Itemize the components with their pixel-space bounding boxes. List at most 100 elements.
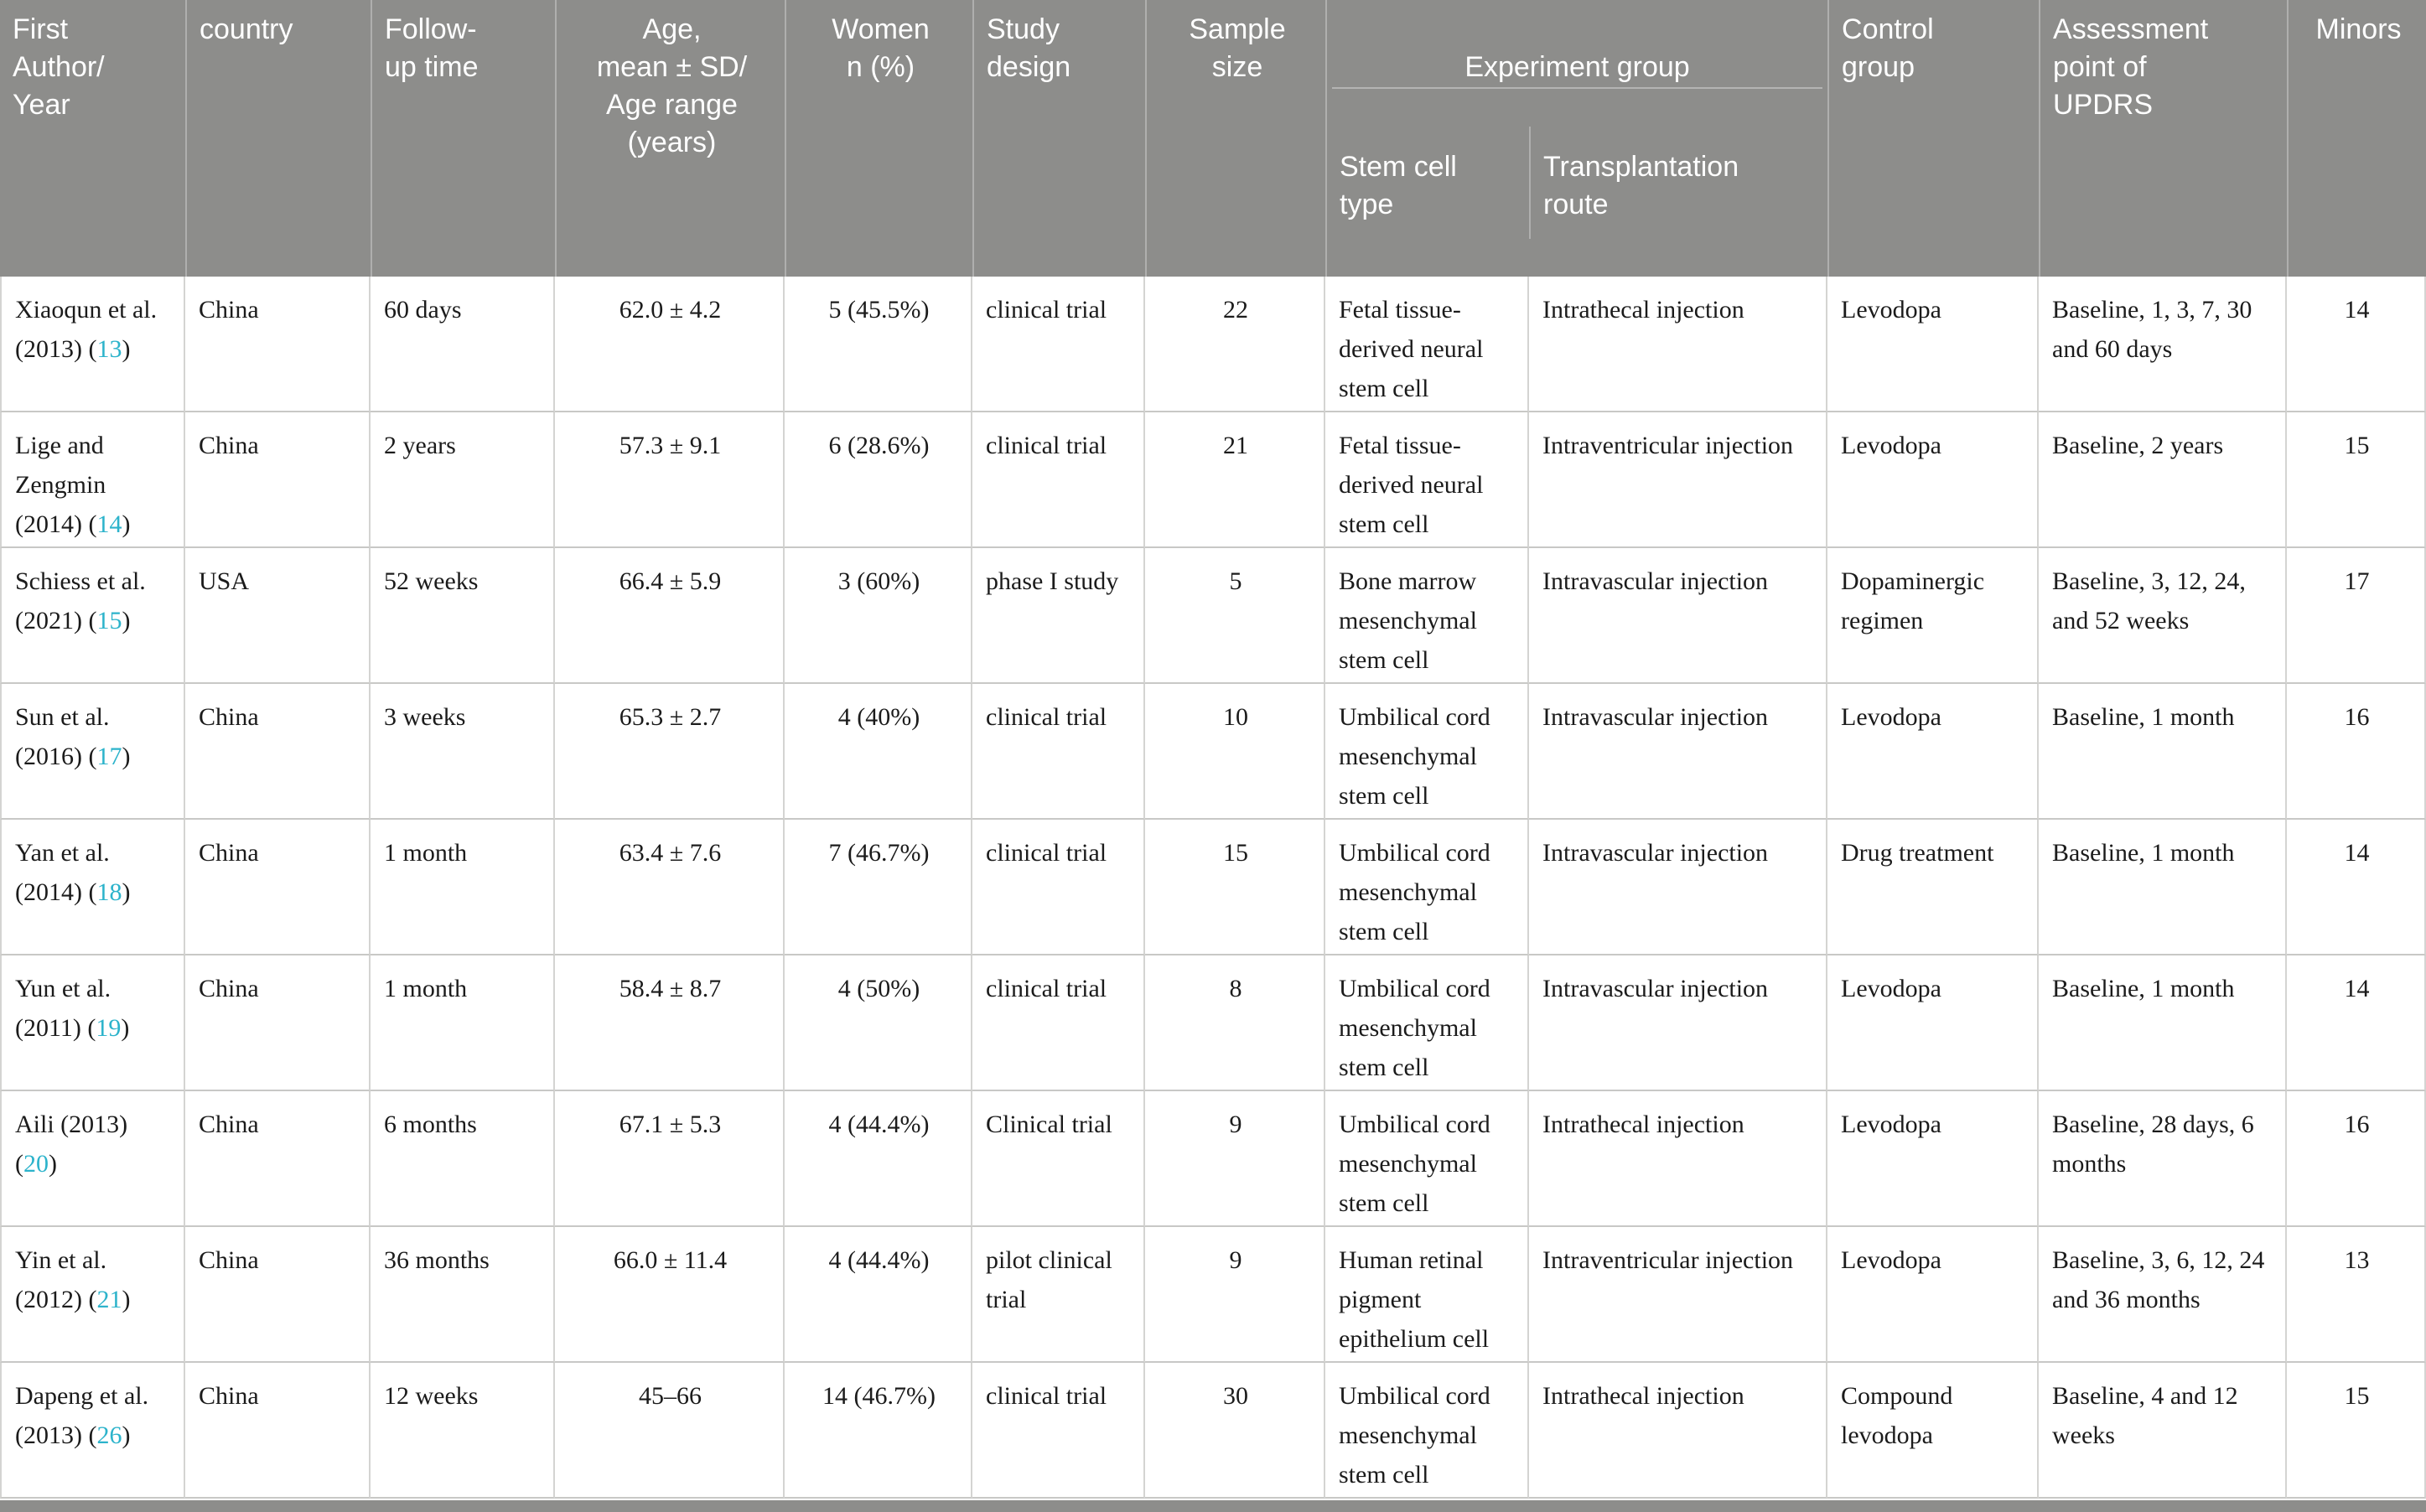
cell-control-group: Drug treatment: [1827, 820, 2040, 955]
cell-country: USA: [185, 548, 371, 684]
cell-country: China: [185, 1363, 371, 1499]
cell-age: 63.4 ± 7.6: [555, 820, 785, 955]
header-row: First Author/ Year country Follow- up ti…: [0, 0, 2426, 277]
cell-sample-size: 9: [1145, 1227, 1325, 1363]
cell-sample-size: 21: [1145, 412, 1325, 548]
cell-stem-cell-type: Umbilical cord mesenchymal stem cell: [1325, 684, 1529, 820]
cell-study-design: pilot clinical trial: [972, 1227, 1145, 1363]
cell-women: 4 (50%): [785, 955, 972, 1091]
cell-minors: 13: [2287, 1227, 2426, 1363]
cell-first-author: Lige and Zengmin (2014) (14): [0, 412, 185, 548]
cell-stem-cell-type: Umbilical cord mesenchymal stem cell: [1325, 1363, 1529, 1499]
cell-stem-cell-type: Human retinal pigment epithelium cell: [1325, 1227, 1529, 1363]
col-header-experiment-group: Experiment group Stem cell type Transpla…: [1325, 0, 1828, 277]
cell-follow-up: 1 month: [371, 955, 555, 1091]
cell-sample-size: 10: [1145, 684, 1325, 820]
cell-follow-up: 36 months: [371, 1227, 555, 1363]
citation-link[interactable]: 15: [96, 607, 122, 634]
cell-assessment: Baseline, 1 month: [2039, 684, 2288, 820]
cell-stem-cell-type: Umbilical cord mesenchymal stem cell: [1325, 820, 1529, 955]
cell-study-design: clinical trial: [972, 684, 1145, 820]
cell-follow-up: 1 month: [371, 820, 555, 955]
citation-link[interactable]: 18: [96, 878, 122, 906]
cell-assessment: Baseline, 1, 3, 7, 30 and 60 days: [2039, 277, 2288, 412]
ref-paren-close: ): [122, 607, 131, 634]
cell-study-design: phase I study: [972, 548, 1145, 684]
cell-transplantation-route: Intravascular injection: [1529, 684, 1828, 820]
cell-sample-size: 22: [1145, 277, 1325, 412]
cell-age: 57.3 ± 9.1: [555, 412, 785, 548]
cell-women: 4 (44.4%): [785, 1227, 972, 1363]
cell-sample-size: 9: [1145, 1091, 1325, 1227]
cell-control-group: Levodopa: [1827, 412, 2040, 548]
citation-link[interactable]: 14: [96, 510, 122, 538]
cell-country: China: [185, 684, 371, 820]
cell-control-group: Dopaminergic regimen: [1827, 548, 2040, 684]
cell-women: 5 (45.5%): [785, 277, 972, 412]
ref-paren-open: (: [80, 1014, 96, 1042]
cell-transplantation-route: Intravascular injection: [1529, 820, 1828, 955]
cell-stem-cell-type: Umbilical cord mesenchymal stem cell: [1325, 955, 1529, 1091]
author-text: Lige and Zengmin (2014): [15, 432, 106, 538]
cell-age: 62.0 ± 4.2: [555, 277, 785, 412]
author-text: Yin et al. (2012): [15, 1246, 107, 1313]
cell-age: 67.1 ± 5.3: [555, 1091, 785, 1227]
table-row: Xiaoqun et al. (2013) (13) China 60 days…: [0, 277, 2426, 412]
cell-sample-size: 30: [1145, 1363, 1325, 1499]
cell-minors: 15: [2287, 412, 2426, 548]
cell-transplantation-route: Intravascular injection: [1529, 548, 1828, 684]
cell-control-group: Levodopa: [1827, 684, 2040, 820]
col-header-age: Age, mean ± SD/ Age range (years): [555, 0, 785, 277]
table-row: Dapeng et al. (2013) (26) China 12 weeks…: [0, 1363, 2426, 1499]
cell-sample-size: 15: [1145, 820, 1325, 955]
col-header-sample-size: Sample size: [1145, 0, 1325, 277]
cell-transplantation-route: Intraventricular injection: [1529, 1227, 1828, 1363]
citation-link[interactable]: 20: [23, 1150, 49, 1178]
cell-sample-size: 8: [1145, 955, 1325, 1091]
table-row: Yan et al. (2014) (18) China 1 month 63.…: [0, 820, 2426, 955]
ref-paren-close: ): [122, 510, 131, 538]
cell-follow-up: 60 days: [371, 277, 555, 412]
cell-first-author: Sun et al. (2016) (17): [0, 684, 185, 820]
author-text: Yun et al. (2011): [15, 975, 111, 1042]
cell-follow-up: 52 weeks: [371, 548, 555, 684]
citation-link[interactable]: 17: [96, 743, 122, 770]
ref-paren-close: ): [121, 1014, 130, 1042]
cell-country: China: [185, 1227, 371, 1363]
cell-follow-up: 6 months: [371, 1091, 555, 1227]
cell-transplantation-route: Intrathecal injection: [1529, 277, 1828, 412]
experiment-group-label: Experiment group: [1332, 38, 1823, 89]
cell-study-design: clinical trial: [972, 955, 1145, 1091]
author-text: Xiaoqun et al. (2013): [15, 296, 158, 363]
cell-women: 4 (40%): [785, 684, 972, 820]
cell-transplantation-route: Intrathecal injection: [1529, 1363, 1828, 1499]
cell-women: 14 (46.7%): [785, 1363, 972, 1499]
cell-study-design: clinical trial: [972, 277, 1145, 412]
citation-link[interactable]: 13: [96, 335, 122, 363]
cell-transplantation-route: Intrathecal injection: [1529, 1091, 1828, 1227]
citation-link[interactable]: 26: [96, 1421, 122, 1449]
table-row: Yin et al. (2012) (21) China 36 months 6…: [0, 1227, 2426, 1363]
cell-transplantation-route: Intravascular injection: [1529, 955, 1828, 1091]
cell-first-author: Aili (2013) (20): [0, 1091, 185, 1227]
table-row: Yun et al. (2011) (19) China 1 month 58.…: [0, 955, 2426, 1091]
cell-first-author: Yin et al. (2012) (21): [0, 1227, 185, 1363]
table-row: Lige and Zengmin (2014) (14) China 2 yea…: [0, 412, 2426, 548]
author-text: Sun et al. (2016): [15, 703, 110, 770]
table-header: First Author/ Year country Follow- up ti…: [0, 0, 2426, 277]
ref-paren-close: ): [122, 1286, 131, 1313]
cell-first-author: Xiaoqun et al. (2013) (13): [0, 277, 185, 412]
citation-link[interactable]: 19: [96, 1014, 122, 1042]
table-body: Xiaoqun et al. (2013) (13) China 60 days…: [0, 277, 2426, 1499]
cell-country: China: [185, 820, 371, 955]
cell-women: 7 (46.7%): [785, 820, 972, 955]
col-header-control-group: Control group: [1827, 0, 2040, 277]
ref-paren-open: (: [15, 1150, 23, 1178]
citation-link[interactable]: 21: [96, 1286, 122, 1313]
cell-age: 66.0 ± 11.4: [555, 1227, 785, 1363]
col-header-stem-cell-type: Stem cell type: [1327, 127, 1531, 239]
cell-stem-cell-type: Fetal tissue-derived neural stem cell: [1325, 412, 1529, 548]
cell-country: China: [185, 955, 371, 1091]
col-header-country: country: [185, 0, 371, 277]
